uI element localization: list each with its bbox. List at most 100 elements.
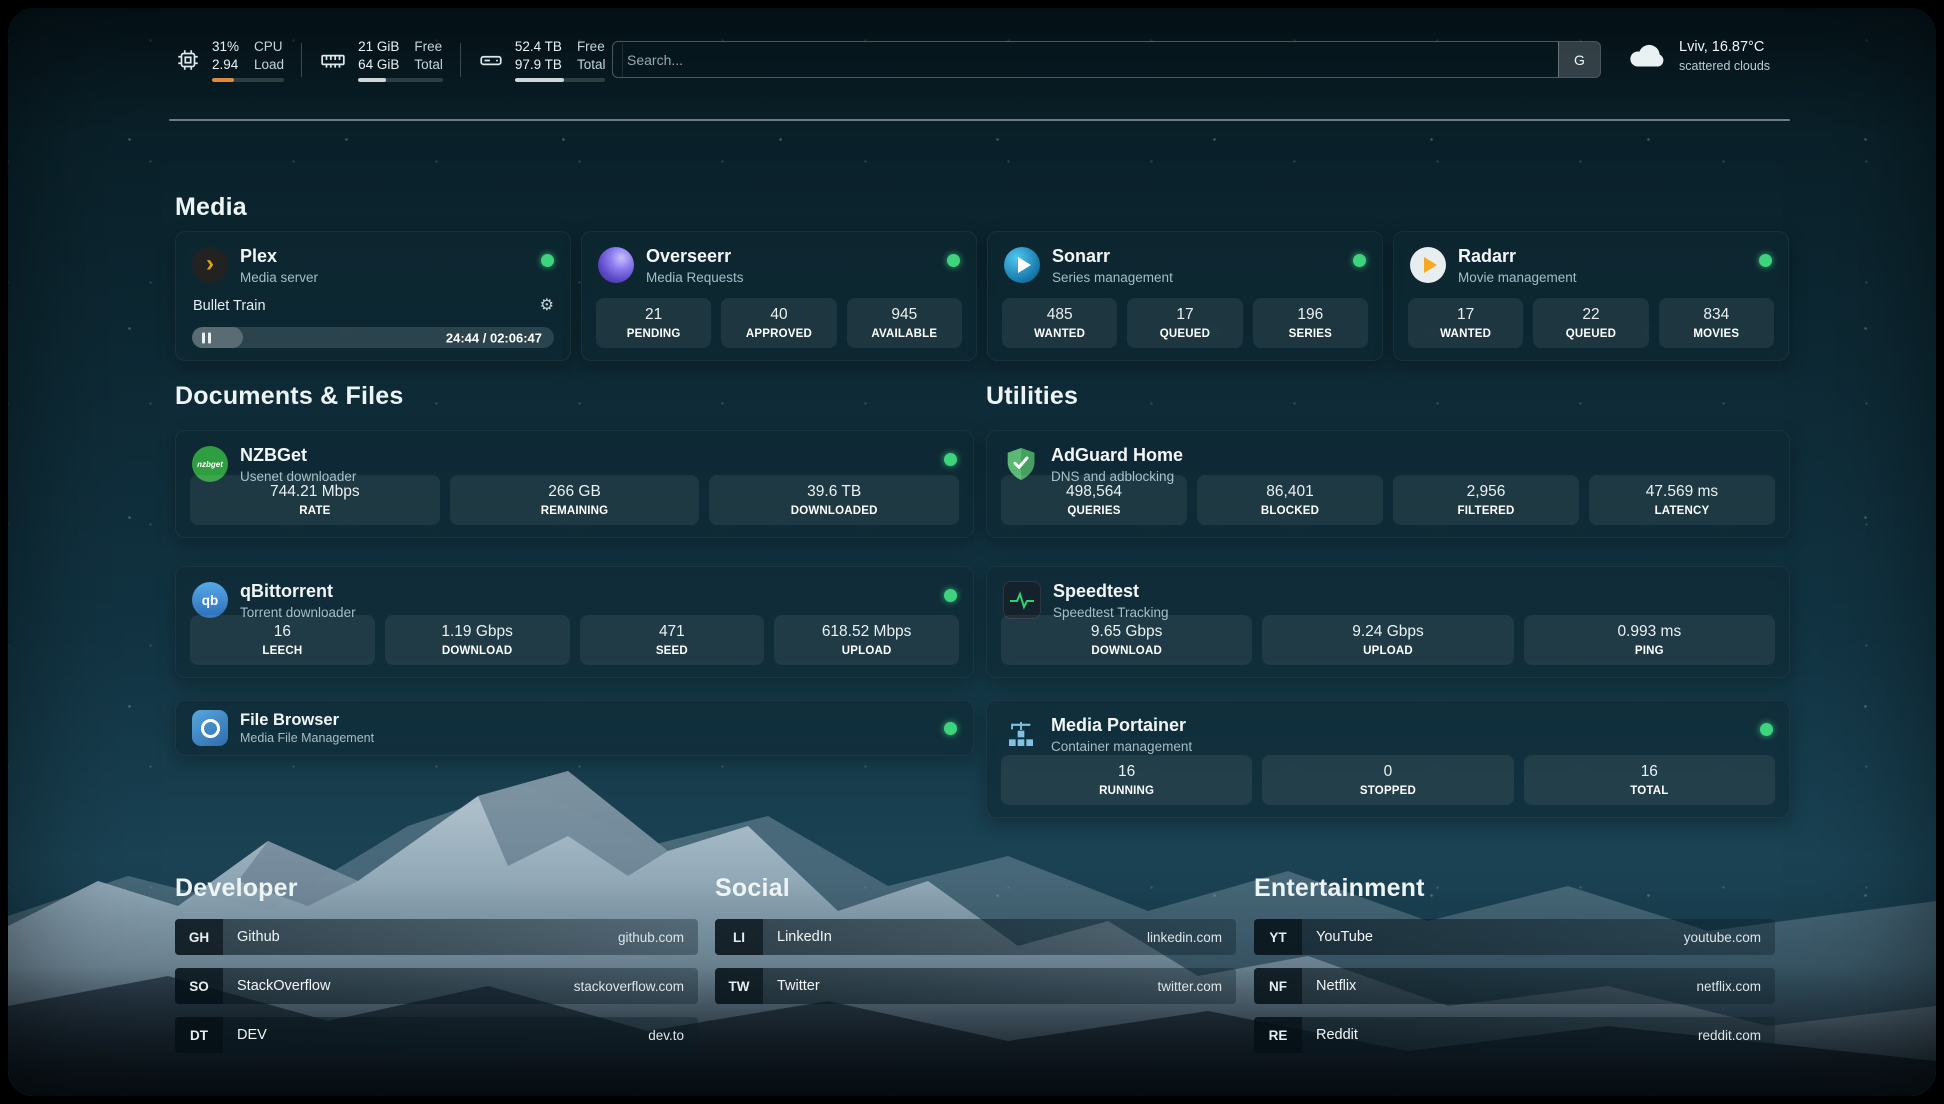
- cpu-icon: [175, 47, 201, 73]
- app-subtitle: Movie management: [1458, 269, 1577, 285]
- app-card-nzbget[interactable]: nzbget NZBGet Usenet downloader 744.21 M…: [175, 430, 974, 538]
- stat-rate: 744.21 Mbps RATE: [190, 475, 440, 525]
- app-name: Media Portainer: [1051, 715, 1187, 735]
- topbar-separator: [301, 43, 303, 77]
- app-card-speedtest[interactable]: Speedtest Speedtest Tracking 9.65 Gbps DO…: [986, 566, 1790, 678]
- storage-metric: 52.4 TB 97.9 TB Free Total: [478, 38, 606, 82]
- link-badge: LI: [715, 919, 763, 955]
- link-badge: TW: [715, 968, 763, 1004]
- settings-gear-icon[interactable]: ⚙: [539, 297, 554, 314]
- app-name: Overseerr: [646, 246, 732, 266]
- pause-icon[interactable]: [202, 332, 211, 343]
- section-title-utilities: Utilities: [986, 382, 1079, 410]
- stat-download: 1.19 Gbps DOWNLOAD: [384, 615, 570, 665]
- app-name: Plex: [240, 246, 278, 266]
- links-column-social: Social LI LinkedIn linkedin.com TW Twitt…: [715, 874, 1236, 1017]
- link-youtube[interactable]: YT YouTube youtube.com: [1254, 919, 1775, 955]
- overseerr-icon: [598, 247, 634, 284]
- plex-icon: ›: [192, 247, 228, 284]
- link-stackoverflow[interactable]: SO StackOverflow stackoverflow.com: [175, 968, 698, 1004]
- memory-icon: [319, 47, 347, 73]
- storage-usage-bar: [514, 77, 606, 82]
- status-dot: [944, 589, 957, 602]
- section-title-social: Social: [715, 874, 790, 902]
- memory-metric: 21 GiB 64 GiB Free Total: [319, 38, 443, 82]
- stat-ping: 0.993 ms PING: [1523, 615, 1775, 665]
- app-subtitle: Series management: [1052, 269, 1173, 285]
- filebrowser-icon: [192, 710, 228, 746]
- app-subtitle: Torrent downloader: [240, 604, 356, 620]
- app-subtitle: DNS and adblocking: [1051, 468, 1175, 484]
- stat-wanted: 485 WANTED: [1002, 298, 1118, 348]
- storage-free-value: 52.4 TB: [514, 39, 562, 55]
- link-badge: SO: [175, 968, 223, 1004]
- link-badge: NF: [1254, 968, 1302, 1004]
- portainer-icon: [1003, 716, 1039, 752]
- stat-filtered: 2,956 FILTERED: [1393, 475, 1579, 525]
- stat-series: 196 SERIES: [1252, 298, 1368, 348]
- stat-downloaded: 39.6 TB DOWNLOADED: [709, 475, 960, 525]
- dashboard-screen: 31% 2.94 CPU Load: [8, 8, 1936, 1096]
- cpu-usage-bar: [212, 77, 285, 82]
- cpu-label: CPU: [254, 39, 283, 55]
- link-reddit[interactable]: RE Reddit reddit.com: [1254, 1017, 1775, 1053]
- app-name: AdGuard Home: [1051, 445, 1184, 465]
- stat-latency: 47.569 ms LATENCY: [1589, 475, 1775, 525]
- qbittorrent-icon: qb: [192, 582, 228, 619]
- app-card-adguard[interactable]: AdGuard Home DNS and adblocking 498,564 Q…: [986, 430, 1790, 538]
- section-title-developer: Developer: [175, 874, 298, 902]
- stat-total: 16 TOTAL: [1523, 755, 1775, 805]
- link-linkedin[interactable]: LI LinkedIn linkedin.com: [715, 919, 1236, 955]
- search-input[interactable]: [613, 42, 1558, 77]
- app-card-radarr[interactable]: Radarr Movie management 17 WANTED 22 QUEUE…: [1393, 231, 1789, 361]
- app-name: Sonarr: [1052, 246, 1111, 266]
- app-subtitle: Media File Management: [240, 730, 375, 745]
- weather-widget: Lviv, 16.87°C scattered clouds: [1627, 38, 1770, 74]
- search-engine-button[interactable]: G: [1558, 42, 1600, 77]
- status-dot: [1760, 723, 1773, 736]
- app-subtitle: Usenet downloader: [240, 468, 357, 484]
- app-subtitle: Container management: [1051, 738, 1193, 754]
- app-card-overseerr[interactable]: Overseerr Media Requests 21 PENDING 40 APP…: [581, 231, 977, 361]
- app-card-portainer[interactable]: Media Portainer Container management 16 R…: [986, 700, 1790, 818]
- stat-leech: 16 LEECH: [190, 615, 375, 665]
- stat-pending: 21 PENDING: [596, 298, 712, 348]
- link-badge: GH: [175, 919, 223, 955]
- app-subtitle: Media server: [240, 269, 319, 285]
- top-bar: 31% 2.94 CPU Load: [175, 38, 640, 82]
- link-netflix[interactable]: NF Netflix netflix.com: [1254, 968, 1775, 1004]
- playback-time: 24:44 / 02:06:47: [445, 330, 542, 345]
- search-bar[interactable]: G: [612, 41, 1601, 78]
- link-dev[interactable]: DT DEV dev.to: [175, 1017, 698, 1053]
- storage-icon: [478, 47, 504, 73]
- playback-progress-bar[interactable]: 24:44 / 02:06:47: [192, 327, 554, 348]
- section-title-entertainment: Entertainment: [1254, 874, 1425, 902]
- link-twitter[interactable]: TW Twitter twitter.com: [715, 968, 1236, 1004]
- status-dot: [944, 722, 957, 735]
- weather-condition: scattered clouds: [1679, 58, 1771, 73]
- storage-total-label: Total: [576, 57, 606, 72]
- stat-queued: 22 QUEUED: [1533, 298, 1649, 348]
- stat-queued: 17 QUEUED: [1127, 298, 1243, 348]
- app-card-sonarr[interactable]: Sonarr Series management 485 WANTED 17 QUE…: [987, 231, 1383, 361]
- stat-movies: 834 MOVIES: [1658, 298, 1774, 348]
- status-dot: [1759, 254, 1772, 267]
- cloud-icon: [1627, 39, 1667, 74]
- section-title-documents: Documents & Files: [175, 382, 404, 410]
- app-card-qbittorrent[interactable]: qb qBittorrent Torrent downloader 16 LEEC…: [175, 566, 974, 678]
- speedtest-icon: [1003, 581, 1041, 620]
- section-title-media: Media: [175, 193, 247, 221]
- links-column-entertainment: Entertainment YT YouTube youtube.com NF …: [1254, 874, 1775, 1066]
- cpu-usage-value: 31%: [212, 39, 240, 55]
- status-dot: [1353, 254, 1366, 267]
- stat-blocked: 86,401 BLOCKED: [1197, 475, 1383, 525]
- radarr-icon: [1410, 247, 1446, 284]
- app-name: NZBGet: [240, 445, 307, 465]
- adguard-icon: [1003, 446, 1039, 482]
- app-card-filebrowser[interactable]: File Browser Media File Management: [175, 700, 974, 756]
- link-github[interactable]: GH Github github.com: [175, 919, 698, 955]
- stat-running: 16 RUNNING: [1001, 755, 1253, 805]
- app-card-plex[interactable]: › Plex Media server Bullet Train ⚙ 24:44…: [175, 231, 571, 361]
- app-subtitle: Speedtest Tracking: [1053, 604, 1169, 620]
